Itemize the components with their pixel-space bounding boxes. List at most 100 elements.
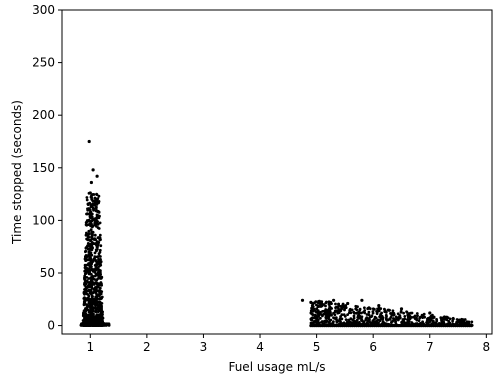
data-point bbox=[87, 218, 91, 222]
y-tick-label: 0 bbox=[47, 319, 55, 333]
data-point bbox=[328, 301, 332, 305]
data-point bbox=[96, 271, 100, 274]
data-point bbox=[405, 311, 409, 314]
data-point bbox=[96, 304, 100, 308]
data-point bbox=[82, 309, 86, 313]
data-point bbox=[99, 273, 102, 276]
data-point bbox=[85, 196, 89, 199]
data-point bbox=[375, 319, 378, 323]
data-point bbox=[443, 318, 447, 321]
data-point bbox=[316, 318, 320, 322]
data-point bbox=[362, 320, 366, 324]
data-point bbox=[91, 268, 95, 272]
data-point bbox=[86, 244, 89, 248]
data-point bbox=[85, 238, 89, 241]
data-point bbox=[87, 298, 91, 302]
data-point bbox=[94, 318, 98, 322]
data-point bbox=[338, 317, 342, 321]
data-point bbox=[90, 230, 93, 234]
data-point bbox=[95, 263, 98, 267]
y-tick-label: 250 bbox=[32, 56, 55, 70]
data-point bbox=[98, 270, 102, 274]
data-point bbox=[87, 233, 90, 237]
data-point bbox=[309, 311, 313, 315]
data-point bbox=[98, 319, 101, 322]
data-point bbox=[381, 321, 385, 324]
data-point bbox=[95, 174, 99, 178]
data-point bbox=[321, 314, 324, 318]
data-point bbox=[93, 303, 96, 306]
x-tick-label: 6 bbox=[369, 340, 377, 354]
data-point bbox=[97, 227, 101, 230]
data-point bbox=[417, 319, 421, 322]
data-point bbox=[93, 255, 97, 259]
y-axis: 0 50 100 150 200 250 300 bbox=[32, 3, 62, 333]
data-point bbox=[399, 307, 404, 311]
data-point bbox=[317, 305, 321, 308]
data-point bbox=[99, 289, 102, 293]
data-point bbox=[420, 313, 424, 317]
data-point bbox=[96, 222, 100, 226]
data-point bbox=[98, 236, 102, 240]
data-point bbox=[367, 317, 370, 320]
data-point bbox=[84, 259, 87, 262]
data-point bbox=[389, 312, 392, 315]
data-point bbox=[309, 300, 313, 304]
data-point bbox=[448, 321, 452, 325]
data-point bbox=[346, 313, 349, 316]
data-point bbox=[376, 307, 379, 311]
data-point bbox=[86, 293, 90, 297]
data-point bbox=[89, 280, 92, 284]
data-point bbox=[332, 298, 336, 302]
data-point bbox=[334, 302, 337, 306]
data-point bbox=[95, 200, 99, 203]
data-point bbox=[84, 250, 87, 254]
data-point bbox=[94, 238, 97, 241]
data-point bbox=[93, 251, 97, 255]
data-point bbox=[318, 311, 321, 315]
data-point bbox=[380, 311, 383, 315]
data-point bbox=[365, 313, 369, 316]
data-point bbox=[461, 321, 465, 324]
data-point bbox=[100, 308, 103, 312]
data-point bbox=[342, 313, 346, 317]
data-point bbox=[90, 311, 94, 314]
data-point bbox=[415, 312, 419, 315]
data-point bbox=[92, 257, 96, 261]
data-point bbox=[91, 233, 94, 237]
data-point bbox=[355, 308, 359, 312]
data-point bbox=[346, 301, 350, 306]
data-point bbox=[89, 308, 93, 311]
data-point bbox=[85, 286, 89, 290]
data-point bbox=[99, 244, 103, 248]
data-point bbox=[451, 316, 455, 320]
data-point bbox=[312, 307, 316, 311]
data-point bbox=[344, 318, 348, 321]
data-point bbox=[416, 314, 419, 318]
data-point bbox=[96, 268, 100, 271]
data-point bbox=[99, 311, 103, 315]
data-point bbox=[89, 210, 92, 214]
data-point bbox=[89, 272, 92, 276]
data-point bbox=[317, 299, 321, 303]
x-tick-label: 2 bbox=[143, 340, 151, 354]
data-point bbox=[89, 251, 93, 255]
data-point bbox=[333, 313, 337, 317]
data-point bbox=[441, 316, 445, 320]
data-point bbox=[90, 225, 94, 229]
data-point bbox=[84, 307, 87, 310]
data-point bbox=[360, 298, 364, 302]
data-point bbox=[358, 307, 362, 311]
data-point bbox=[363, 306, 366, 310]
data-point bbox=[86, 207, 89, 211]
data-point bbox=[85, 269, 88, 273]
data-point bbox=[358, 314, 362, 318]
data-point bbox=[94, 207, 98, 210]
data-point bbox=[85, 220, 89, 224]
data-point bbox=[356, 305, 359, 309]
data-point bbox=[98, 291, 102, 295]
data-point bbox=[316, 309, 320, 312]
data-point bbox=[397, 315, 401, 319]
data-point bbox=[95, 225, 98, 228]
